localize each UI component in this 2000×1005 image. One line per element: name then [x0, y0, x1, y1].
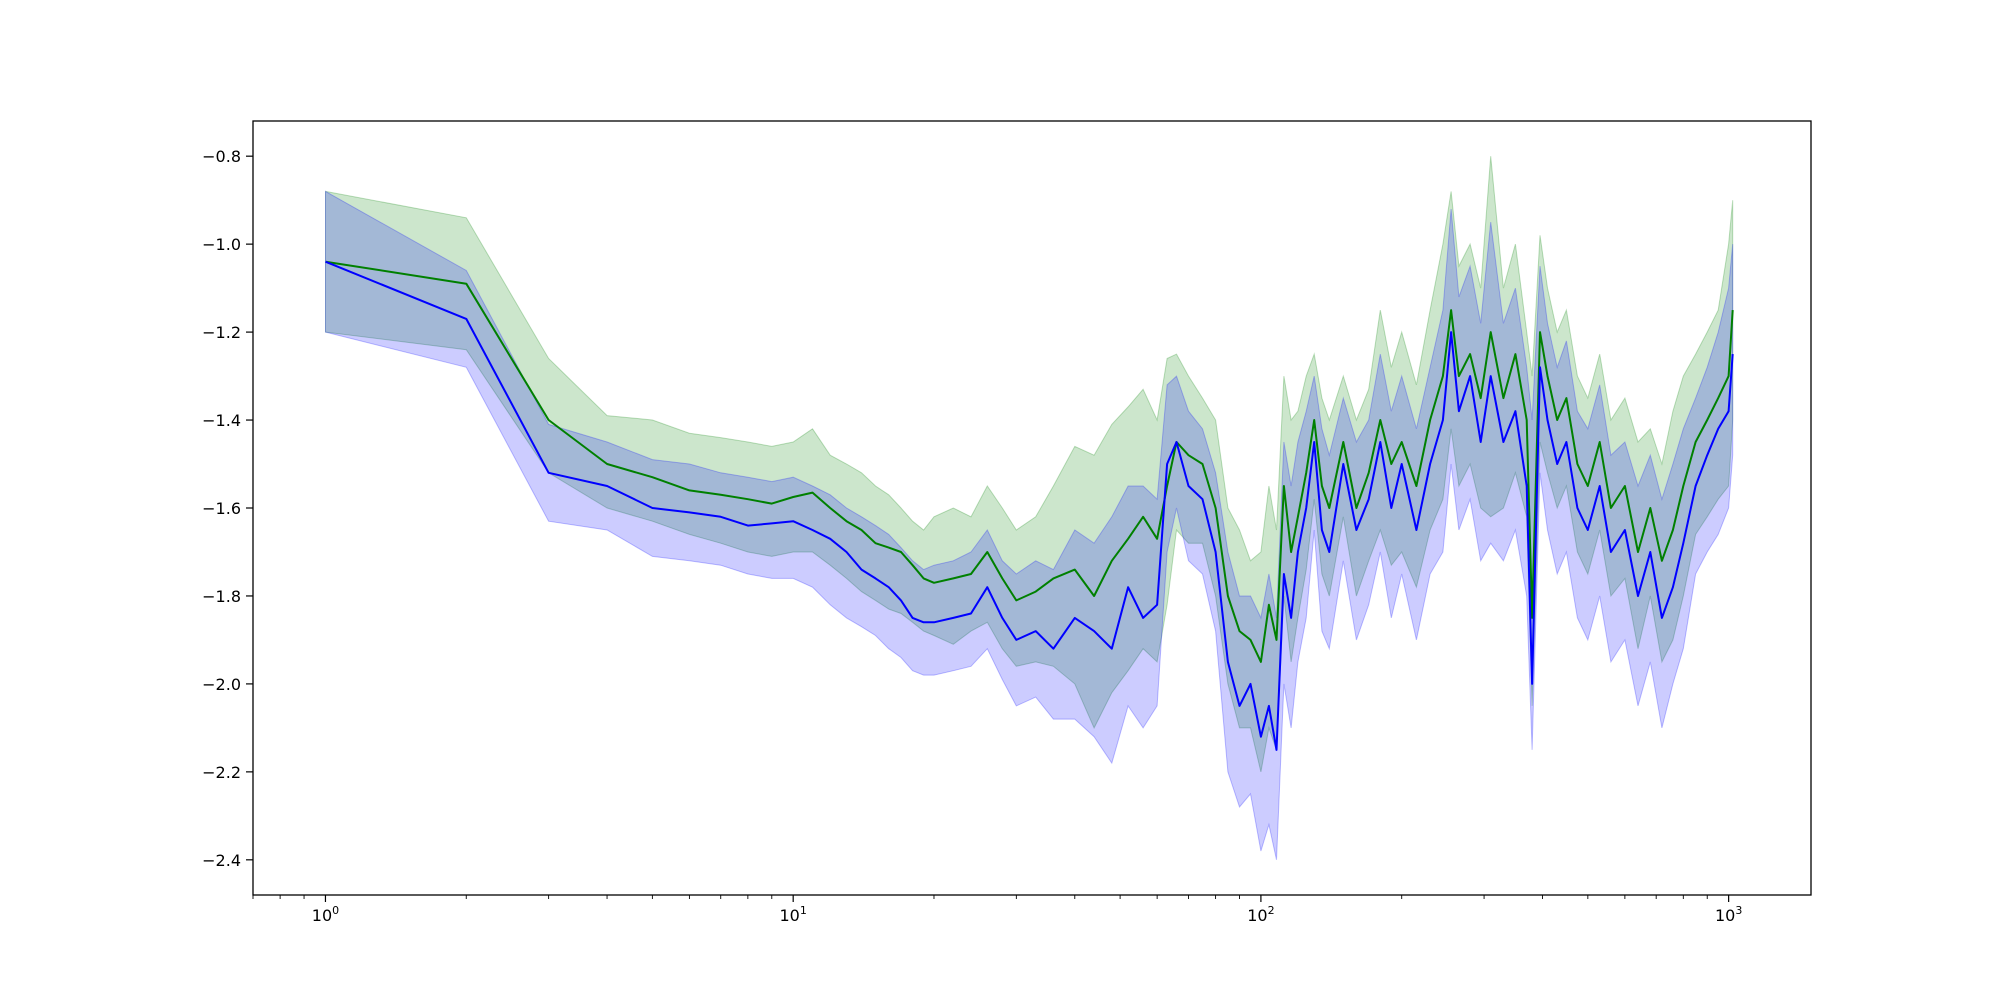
series-lines	[325, 260, 1734, 751]
x-tick-label-exponent: 1	[800, 904, 807, 917]
x-tick-label-exponent: 0	[332, 904, 339, 917]
y-tick-label: −1.4	[202, 411, 241, 430]
x-tick-label: 100	[312, 904, 339, 925]
x-axis: 100 101 102 103	[252, 895, 1742, 925]
y-tick-label: −0.8	[202, 147, 241, 166]
y-axis: −0.8 −1.0 −1.2 −1.4 −1.6 −1.8 −2.0 −2.2 −2.4	[202, 147, 253, 870]
series-2-line	[325, 260, 1734, 751]
x-tick-label: 102	[1247, 904, 1274, 925]
x-tick-label-exponent: 3	[1735, 904, 1742, 917]
y-tick-label: −1.2	[202, 323, 241, 342]
y-tick-label: −1.8	[202, 587, 241, 606]
y-tick-label: −2.4	[202, 851, 241, 870]
x-tick-label-exponent: 2	[1268, 904, 1275, 917]
y-tick-label: −1.0	[202, 235, 241, 254]
x-tick-label-base: 10	[780, 906, 800, 925]
x-tick-label: 101	[780, 904, 807, 925]
y-tick-label: −2.2	[202, 763, 241, 782]
y-tick-label: −1.6	[202, 499, 241, 518]
x-tick-label: 103	[1715, 904, 1742, 925]
x-tick-label-base: 10	[1715, 906, 1735, 925]
y-tick-label: −2.0	[202, 675, 241, 694]
x-tick-label-base: 10	[1247, 906, 1267, 925]
series-2-band	[325, 190, 1734, 860]
series-1-line	[325, 260, 1734, 663]
x-tick-label-base: 10	[312, 906, 332, 925]
